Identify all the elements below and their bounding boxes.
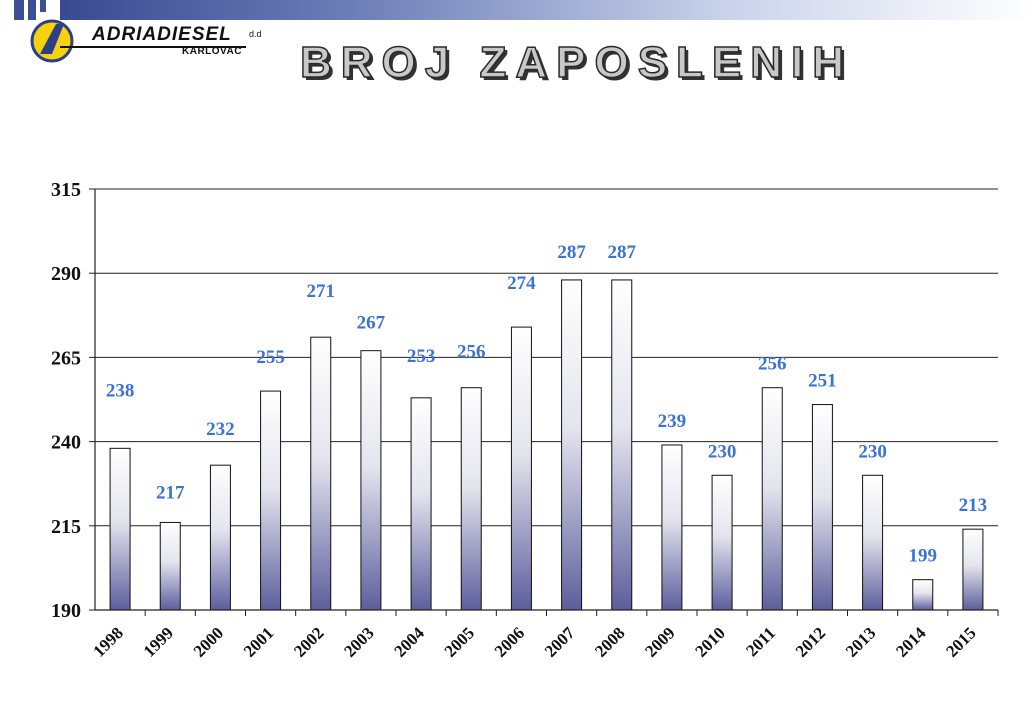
y-tick-label: 290: [51, 263, 81, 285]
company-logo: ADRIADIESEL d.d KARLOVAC: [30, 16, 270, 66]
data-label: 213: [959, 495, 988, 516]
bar: [912, 579, 934, 611]
data-label: 256: [457, 342, 486, 363]
bar: [209, 464, 231, 611]
x-category-label: 2013: [842, 623, 879, 660]
data-label: 287: [557, 242, 586, 263]
bar: [159, 521, 181, 611]
bar: [811, 404, 833, 611]
bar: [611, 279, 633, 611]
bar: [561, 279, 583, 611]
x-category-label: 2006: [491, 623, 528, 660]
logo-suffix: d.d: [249, 29, 262, 39]
corner-square: [28, 0, 36, 20]
data-label: 251: [808, 371, 837, 392]
data-label: 267: [357, 313, 386, 334]
data-label: 199: [909, 546, 938, 567]
x-category-label: 2008: [591, 623, 628, 660]
bar: [962, 528, 984, 611]
x-category-label: 2004: [390, 623, 428, 661]
x-category-label: 2000: [190, 623, 227, 660]
data-label: 253: [407, 346, 436, 367]
bar: [410, 397, 432, 611]
data-label: 230: [708, 441, 737, 462]
x-category-label: 2010: [691, 623, 728, 660]
x-category-label: 2001: [240, 623, 277, 660]
corner-decoration: [0, 0, 60, 20]
x-category-label: 1999: [140, 623, 177, 660]
bar: [711, 474, 733, 611]
x-category-label: 2005: [441, 623, 478, 660]
bar: [510, 326, 532, 611]
x-category-label: 1998: [89, 623, 126, 660]
x-category-label: 2012: [792, 623, 829, 660]
y-tick-label: 215: [51, 516, 81, 538]
y-tick-label: 265: [51, 347, 81, 369]
y-tick-label: 240: [51, 432, 81, 454]
data-label: 256: [758, 354, 787, 375]
corner-square: [40, 0, 46, 12]
data-label: 255: [256, 347, 285, 368]
corner-square: [14, 0, 24, 20]
bar: [862, 474, 884, 611]
data-label: 230: [858, 441, 887, 462]
x-category-label: 2011: [742, 623, 779, 660]
x-category-label: 2015: [942, 623, 979, 660]
data-label: 271: [307, 281, 336, 302]
bar: [109, 447, 131, 611]
x-category-label: 2014: [892, 623, 930, 661]
bar: [661, 444, 683, 611]
top-gradient-bar: [0, 0, 1033, 20]
x-category-label: 2009: [641, 623, 678, 660]
bar: [460, 387, 482, 611]
y-tick-label: 315: [51, 179, 81, 201]
logo-city: KARLOVAC: [182, 46, 242, 57]
data-label: 239: [658, 411, 687, 432]
bar: [260, 390, 282, 611]
logo-text: ADRIADIESEL: [92, 24, 232, 45]
data-label: 287: [608, 242, 637, 263]
x-category-label: 2002: [290, 623, 327, 660]
bar: [761, 387, 783, 611]
data-label: 217: [156, 482, 185, 503]
x-category-label: 2003: [340, 623, 377, 660]
page-title: BROJ ZAPOSLENIH: [299, 37, 854, 88]
bar: [310, 336, 332, 611]
data-label: 238: [106, 380, 135, 401]
x-category-label: 2007: [541, 623, 579, 661]
y-tick-label: 190: [51, 600, 81, 622]
bar: [360, 350, 382, 611]
data-label: 274: [507, 273, 536, 294]
logo-emblem-icon: [30, 19, 246, 63]
data-label: 232: [206, 419, 235, 440]
